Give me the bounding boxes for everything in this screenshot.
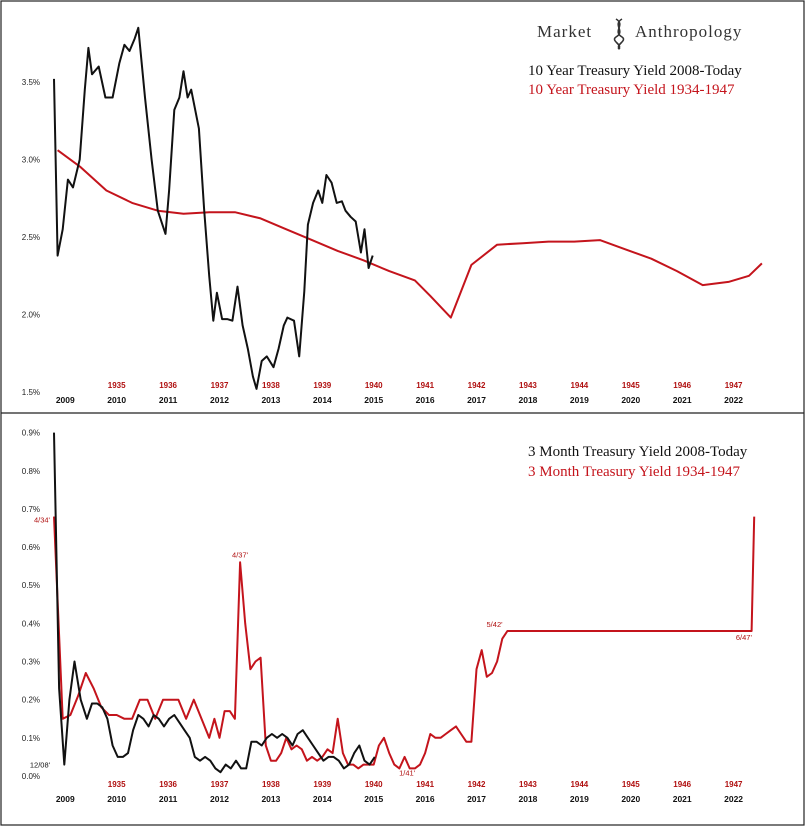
x-tick-label-ten-year: 2021 xyxy=(673,395,692,405)
y-tick-label-ten-year: 3.0% xyxy=(22,156,40,165)
x-tick-label-historic-three-month: 1941 xyxy=(416,780,434,789)
x-tick-label-ten-year: 2013 xyxy=(261,395,280,405)
x-tick-label-three-month: 2015 xyxy=(364,794,383,804)
x-tick-label-historic-three-month: 1945 xyxy=(622,780,640,789)
x-tick-label-historic-ten-year: 1939 xyxy=(313,381,331,390)
brand-logo: Market Anthropology xyxy=(537,18,742,50)
x-tick-label-three-month: 2017 xyxy=(467,794,486,804)
series-line-modern-ten-year xyxy=(53,26,374,390)
series-line-historic-three-month xyxy=(53,516,756,770)
three-month-chart: 0.0% 0.1% 0.2% 0.3% 0.4% 0.5% 0.6% 0.7% 0.8% 0.9%… xyxy=(22,429,756,804)
annotation-label: 12/08' xyxy=(30,760,51,769)
ten-year-chart: 1.5% 2.0% 2.5% 3.0% 3.5% 2009 2010 2011 2012 2013… xyxy=(22,26,763,405)
y-tick-label-ten-year: 1.5% xyxy=(22,388,40,397)
x-tick-label-three-month: 2012 xyxy=(210,794,229,804)
x-tick-label-three-month: 2011 xyxy=(159,794,178,804)
x-tick-label-ten-year: 2009 xyxy=(56,395,75,405)
dna-helix-icon xyxy=(613,18,625,50)
x-tick-label-historic-ten-year: 1938 xyxy=(262,381,280,390)
x-tick-label-historic-ten-year: 1936 xyxy=(159,381,177,390)
x-tick-label-three-month: 2022 xyxy=(724,794,743,804)
x-tick-label-three-month: 2019 xyxy=(570,794,589,804)
x-tick-label-three-month: 2020 xyxy=(621,794,640,804)
y-tick-label-ten-year: 3.5% xyxy=(22,78,40,87)
x-tick-label-historic-ten-year: 1935 xyxy=(108,381,126,390)
x-tick-label-ten-year: 2019 xyxy=(570,395,589,405)
x-tick-label-historic-three-month: 1938 xyxy=(262,780,280,789)
x-tick-label-historic-three-month: 1943 xyxy=(519,780,537,789)
x-tick-label-historic-ten-year: 1945 xyxy=(622,381,640,390)
x-tick-label-three-month: 2013 xyxy=(261,794,280,804)
x-tick-label-historic-ten-year: 1941 xyxy=(416,381,434,390)
x-tick-label-ten-year: 2010 xyxy=(107,395,126,405)
x-tick-label-historic-three-month: 1935 xyxy=(108,780,126,789)
x-tick-label-historic-ten-year: 1942 xyxy=(468,381,486,390)
series-line-historic-ten-year xyxy=(57,149,763,319)
x-tick-label-historic-three-month: 1939 xyxy=(313,780,331,789)
x-tick-label-ten-year: 2017 xyxy=(467,395,486,405)
x-tick-label-ten-year: 2016 xyxy=(416,395,435,405)
legend-entry-ten-year: 10 Year Treasury Yield 2008-Today xyxy=(528,63,742,79)
legend-entry-three-month: 3 Month Treasury Yield 2008-Today xyxy=(528,444,748,460)
y-tick-label-three-month: 0.4% xyxy=(22,619,40,628)
y-tick-label-three-month: 0.2% xyxy=(22,696,40,705)
y-tick-label-three-month: 0.3% xyxy=(22,658,40,667)
y-tick-label-ten-year: 2.5% xyxy=(22,233,40,242)
annotation-label: 4/34' xyxy=(34,516,51,525)
x-tick-label-three-month: 2018 xyxy=(518,794,537,804)
x-tick-label-historic-ten-year: 1946 xyxy=(673,381,691,390)
x-tick-label-three-month: 2016 xyxy=(416,794,435,804)
y-tick-label-three-month: 0.1% xyxy=(22,734,40,743)
y-tick-label-three-month: 0.9% xyxy=(22,429,40,438)
x-tick-label-historic-three-month: 1944 xyxy=(570,780,588,789)
x-tick-label-ten-year: 2020 xyxy=(621,395,640,405)
brand-word-anthropology: Anthropology xyxy=(635,22,742,41)
y-tick-label-three-month: 0.0% xyxy=(22,772,40,781)
x-tick-label-historic-ten-year: 1947 xyxy=(725,381,743,390)
x-tick-label-historic-three-month: 1936 xyxy=(159,780,177,789)
x-tick-label-three-month: 2010 xyxy=(107,794,126,804)
brand-word-market: Market xyxy=(537,22,592,41)
y-tick-label-three-month: 0.8% xyxy=(22,467,40,476)
annotation-label: 1/41' xyxy=(399,768,416,777)
y-tick-label-ten-year: 2.0% xyxy=(22,311,40,320)
x-tick-label-ten-year: 2012 xyxy=(210,395,229,405)
series-line-modern-three-month xyxy=(53,432,376,774)
x-tick-label-historic-ten-year: 1943 xyxy=(519,381,537,390)
x-tick-label-three-month: 2014 xyxy=(313,794,332,804)
x-tick-label-ten-year: 2011 xyxy=(159,395,178,405)
x-tick-label-historic-ten-year: 1937 xyxy=(211,381,229,390)
y-tick-label-three-month: 0.5% xyxy=(22,581,40,590)
x-tick-label-ten-year: 2022 xyxy=(724,395,743,405)
x-tick-label-historic-ten-year: 1940 xyxy=(365,381,383,390)
x-tick-label-ten-year: 2014 xyxy=(313,395,332,405)
legend-entry-ten-year: 10 Year Treasury Yield 1934-1947 xyxy=(528,82,735,98)
x-tick-label-three-month: 2021 xyxy=(673,794,692,804)
x-tick-label-ten-year: 2018 xyxy=(518,395,537,405)
x-tick-label-historic-three-month: 1937 xyxy=(211,780,229,789)
annotation-label: 6/47' xyxy=(736,633,753,642)
x-tick-label-historic-three-month: 1946 xyxy=(673,780,691,789)
x-tick-label-historic-three-month: 1940 xyxy=(365,780,383,789)
x-tick-label-three-month: 2009 xyxy=(56,794,75,804)
x-tick-label-historic-three-month: 1947 xyxy=(725,780,743,789)
annotation-label: 5/42' xyxy=(487,620,504,629)
y-tick-label-three-month: 0.6% xyxy=(22,543,40,552)
annotation-label: 4/37' xyxy=(232,550,249,559)
legend-entry-three-month: 3 Month Treasury Yield 1934-1947 xyxy=(528,464,740,480)
x-tick-label-ten-year: 2015 xyxy=(364,395,383,405)
y-tick-label-three-month: 0.7% xyxy=(22,505,40,514)
x-tick-label-historic-ten-year: 1944 xyxy=(570,381,588,390)
x-tick-label-historic-three-month: 1942 xyxy=(468,780,486,789)
